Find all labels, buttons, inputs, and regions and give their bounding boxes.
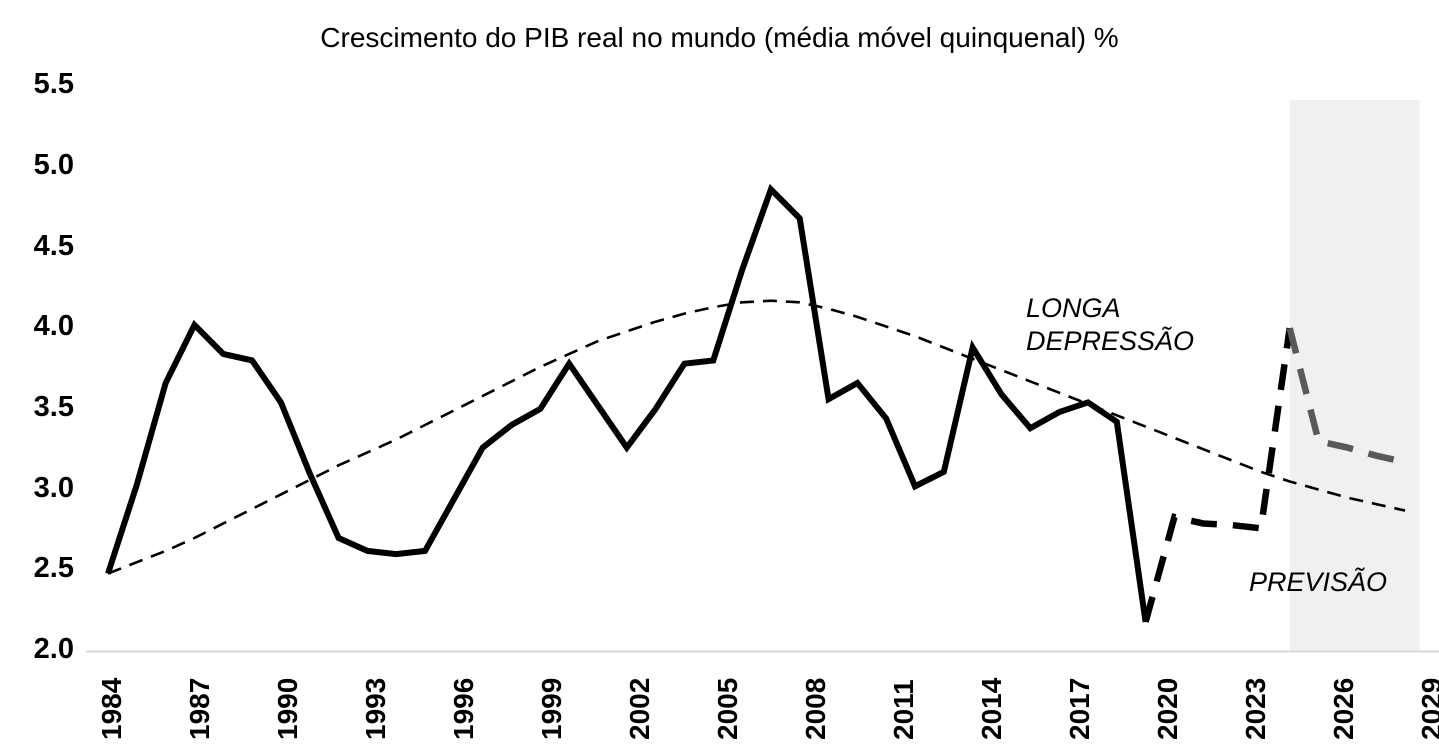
annotation-long-depression-line1: LONGA <box>1026 293 1121 323</box>
x-tick-label-1984: 1984 <box>96 677 127 740</box>
x-tick-label-2002: 2002 <box>624 677 655 740</box>
series-trend-line <box>107 299 1406 575</box>
x-tick-label-2020: 2020 <box>1152 677 1183 740</box>
x-tick-label-2023: 2023 <box>1240 677 1271 740</box>
annotation-forecast: PREVISÃO <box>1249 567 1388 597</box>
x-tick-label-2011: 2011 <box>888 679 919 740</box>
y-tick-label-5: 3.0 <box>33 472 74 504</box>
x-tick-label-1990: 1990 <box>272 677 303 740</box>
x-tick-label-2014: 2014 <box>976 677 1007 740</box>
annotation-long-depression: LONGA DEPRESSÃO <box>1026 292 1194 358</box>
x-tick-label-2005: 2005 <box>712 677 743 740</box>
y-tick-label-4: 3.5 <box>33 391 74 423</box>
x-tick-label-1999: 1999 <box>536 677 567 740</box>
y-tick-label-7: 2.0 <box>33 633 74 665</box>
chart-title: Crescimento do PIB real no mundo (média … <box>320 22 1119 53</box>
y-tick-label-2: 4.5 <box>33 230 74 262</box>
x-tick-label-2029: 2029 <box>1416 677 1439 740</box>
x-tick-label-1987: 1987 <box>184 677 215 740</box>
y-tick-label-0: 5.5 <box>33 68 74 100</box>
x-tick-label-1996: 1996 <box>448 677 479 740</box>
forecast-shaded-band <box>1289 100 1420 651</box>
series-main-line <box>105 183 1149 623</box>
x-tick-label-2017: 2017 <box>1064 677 1095 740</box>
y-tick-label-1: 5.0 <box>33 149 74 181</box>
x-tick-label-2008: 2008 <box>800 677 831 740</box>
annotation-long-depression-line2: DEPRESSÃO <box>1026 325 1195 356</box>
series-forecast-line-black <box>1142 327 1293 623</box>
x-tick-label-2026: 2026 <box>1328 677 1359 740</box>
x-tick-label-1993: 1993 <box>360 677 391 740</box>
series-forecast-line-gray <box>1286 327 1406 466</box>
y-tick-label-6: 2.5 <box>33 552 74 584</box>
y-tick-label-3: 4.0 <box>33 310 74 342</box>
